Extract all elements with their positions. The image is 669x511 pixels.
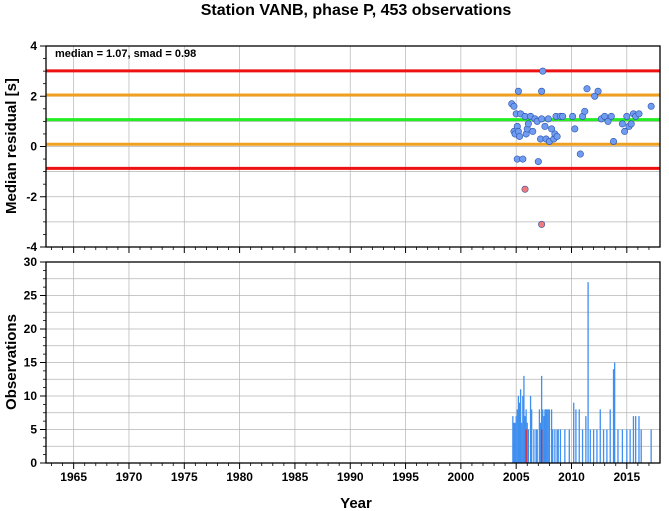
residual-y-ticks: -4 -2 0 2 4	[26, 39, 46, 254]
residual-point	[519, 155, 527, 163]
residual-point	[538, 220, 546, 228]
residual-point	[647, 102, 655, 110]
x-tick-label: 2005	[503, 470, 530, 484]
x-tick-label: 1985	[282, 470, 309, 484]
residual-point	[607, 112, 615, 120]
x-tick-label: 1965	[60, 470, 87, 484]
residual-point	[621, 127, 629, 135]
x-tick-label: 1995	[392, 470, 419, 484]
residual-point	[591, 92, 599, 100]
x-axis-label: Year	[340, 495, 372, 511]
residual-x-ticks	[51, 247, 650, 253]
residual-point	[541, 122, 549, 130]
residual-point	[515, 132, 523, 140]
residual-point	[627, 120, 635, 128]
residual-point	[559, 112, 567, 120]
residual-point	[514, 87, 522, 95]
residual-point	[610, 137, 618, 145]
observations-y-tick-label: 30	[24, 255, 38, 269]
residual-point	[524, 120, 532, 128]
observations-gridlines	[46, 261, 660, 464]
x-tick-label: 1975	[171, 470, 198, 484]
residual-y-tick-label: 2	[30, 89, 37, 103]
observations-y-ticks: 0 5 10 15 20 25 30	[24, 255, 46, 470]
residual-point	[623, 112, 631, 120]
residual-point	[583, 85, 591, 93]
observations-y-tick-label: 20	[24, 322, 38, 336]
residual-point	[635, 110, 643, 118]
residual-reference-lines	[46, 69, 660, 170]
x-tick-label: 2000	[448, 470, 475, 484]
residual-point	[510, 102, 518, 110]
residual-y-tick-label: 0	[30, 140, 37, 154]
residual-plot-frame	[45, 45, 661, 248]
residual-point	[529, 127, 537, 135]
observations-bars	[512, 282, 652, 463]
observations-y-tick-label: 0	[30, 456, 37, 470]
x-tick-label: 1980	[226, 470, 253, 484]
residual-point	[594, 87, 602, 95]
residual-point	[576, 150, 584, 158]
residual-point	[538, 115, 546, 123]
residual-point	[618, 120, 626, 128]
residual-point	[569, 112, 577, 120]
residual-point	[581, 107, 589, 115]
x-tick-label: 2010	[558, 470, 585, 484]
residual-point	[521, 185, 529, 193]
residual-y-tick-label: -4	[26, 240, 37, 254]
observations-y-axis-label: Observations	[3, 314, 20, 410]
residual-point	[539, 67, 547, 75]
x-tick-label: 1970	[116, 470, 143, 484]
residual-y-tick-label: 4	[30, 39, 37, 53]
median-smad-annotation: median = 1.07, smad = 0.98	[55, 48, 196, 60]
observations-panel: 0 5 10 15 20 25 30 1965 1970 1975 1980 1985 1990 199…	[3, 255, 661, 511]
residual-point	[544, 115, 552, 123]
x-tick-label: 1990	[337, 470, 364, 484]
residual-points	[508, 67, 655, 228]
residual-y-tick-label: -2	[26, 190, 37, 204]
x-tick-label: 2015	[613, 470, 640, 484]
residual-y-axis-label: Median residual [s]	[3, 78, 20, 214]
residual-point	[604, 117, 612, 125]
residual-panel: -4 -2 0 2 4 median = 1.07, smad = 0.98 Media…	[3, 39, 661, 254]
observations-y-tick-label: 25	[24, 289, 38, 303]
residual-point	[571, 125, 579, 133]
observations-y-tick-label: 15	[24, 356, 38, 370]
residual-point	[538, 87, 546, 95]
observations-plot-frame	[45, 261, 661, 464]
observations-x-ticks: 1965 1970 1975 1980 1985 1990 1995 2000 2005 2010…	[51, 463, 650, 484]
observations-y-tick-label: 10	[24, 389, 38, 403]
observations-y-tick-label: 5	[30, 423, 37, 437]
residual-point	[534, 158, 542, 166]
chart-title: Station VANB, phase P, 453 observations	[201, 2, 512, 19]
residual-point	[553, 132, 561, 140]
residual-point	[548, 125, 556, 133]
